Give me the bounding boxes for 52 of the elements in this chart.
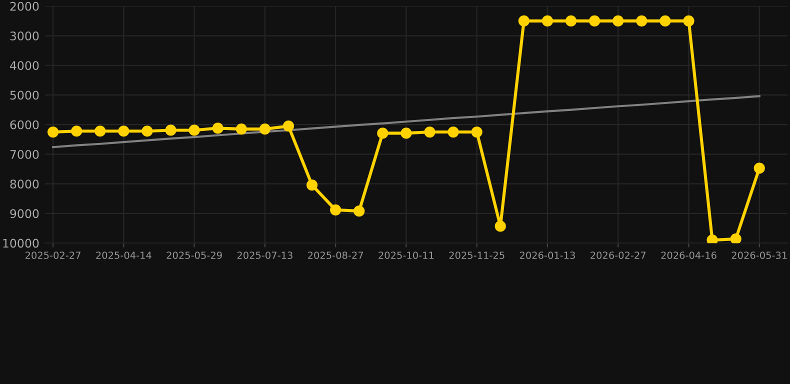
point	[683, 15, 694, 27]
x-tick-label: 2025-02-27	[25, 252, 80, 259]
point	[400, 128, 412, 139]
point	[47, 126, 59, 138]
point	[471, 126, 482, 138]
point	[212, 122, 224, 134]
x-tick-label: 2025-11-25	[449, 252, 504, 259]
point	[165, 124, 176, 136]
point	[377, 128, 388, 139]
point	[142, 126, 153, 137]
y-tick-label: 4000	[10, 61, 39, 70]
point	[424, 126, 436, 138]
point	[306, 179, 318, 191]
point	[282, 120, 294, 132]
point	[754, 162, 765, 174]
y-tick-label: 5000	[10, 90, 39, 100]
y-tick-label: 8000	[10, 180, 39, 188]
point	[589, 15, 600, 27]
point	[612, 15, 624, 27]
point	[518, 15, 530, 27]
point	[660, 15, 671, 27]
y-tick-label: 9000	[10, 209, 39, 218]
point	[188, 124, 200, 136]
point	[330, 204, 342, 216]
y-tick-label: 7000	[10, 150, 39, 159]
x-tick-label: 2025-08-27	[308, 252, 363, 259]
y-tick-label: 10000	[3, 238, 39, 248]
point	[448, 126, 459, 138]
point	[94, 126, 106, 137]
x-tick-label: 2026-02-27	[590, 252, 646, 259]
point	[565, 15, 577, 27]
x-tick-label: 2026-05-31	[732, 252, 787, 259]
point	[730, 233, 742, 244]
point	[636, 15, 648, 27]
point	[71, 126, 82, 137]
point	[494, 220, 506, 232]
point	[706, 234, 718, 244]
point	[542, 15, 554, 27]
x-tick-label: 2025-10-11	[378, 252, 434, 259]
point	[236, 123, 247, 135]
y-tick-label: 2000	[10, 2, 39, 11]
point	[118, 126, 130, 137]
line-series	[52, 95, 760, 148]
point	[259, 123, 270, 135]
point	[354, 206, 365, 217]
x-tick-label: 2026-04-16	[661, 252, 716, 259]
x-tick-label: 2026-01-13	[520, 252, 575, 259]
y-tick-label: 6000	[10, 120, 39, 130]
y-tick-label: 3000	[10, 31, 39, 40]
x-tick-label: 2025-05-29	[166, 252, 222, 259]
x-tick-label: 2025-04-14	[96, 252, 152, 259]
x-tick-label: 2025-07-13	[237, 252, 292, 259]
